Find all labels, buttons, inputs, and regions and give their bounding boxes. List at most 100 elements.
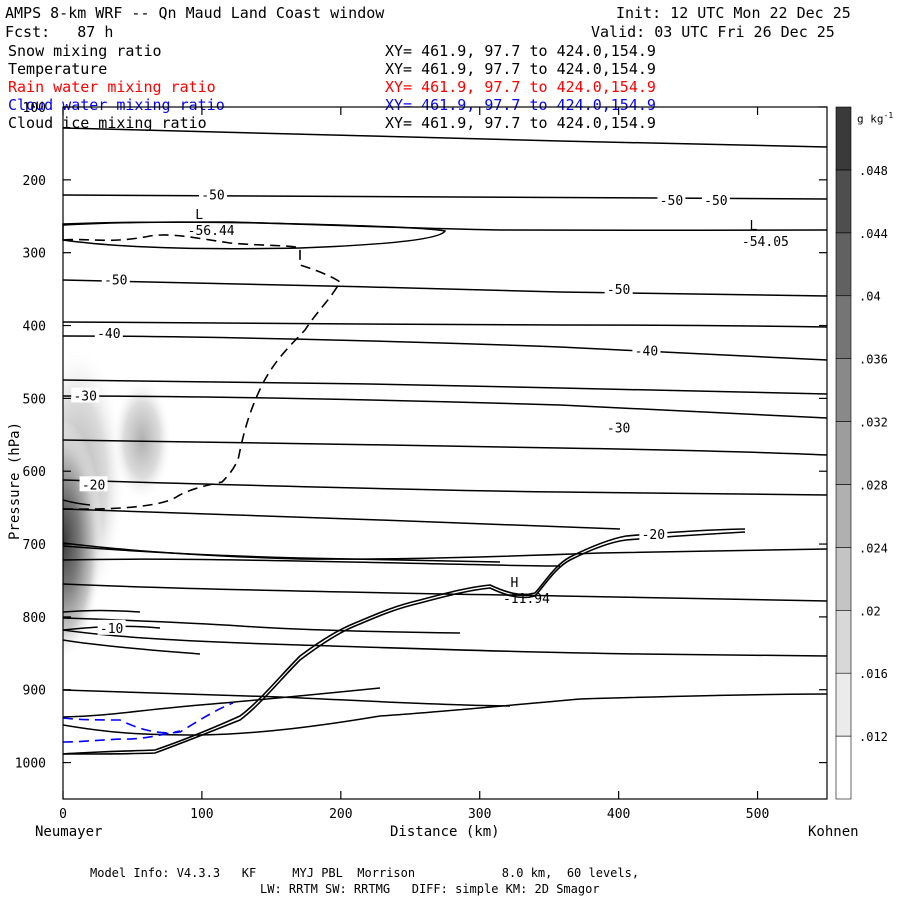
colorbar-unit-exponent: -1 (883, 111, 894, 120)
terrain-outline (62, 528, 746, 755)
extremum-type: L (195, 208, 203, 223)
contour-line (63, 379, 827, 395)
valid-time: Valid: 03 UTC Fri 26 Dec 25 (591, 23, 835, 41)
colorbar-swatch (835, 735, 852, 800)
x-tick-label: 100 (190, 807, 213, 822)
colorbar: .012 .016 .02 .024 .028 .032 .036 .04 .044 .048 (835, 106, 888, 800)
label-mask (101, 271, 130, 287)
colorbar-label: .02 (859, 604, 881, 618)
colorbar-swatch (835, 169, 852, 234)
label-mask (657, 192, 686, 208)
x-axis-right-endpoint: Kohnen (808, 824, 859, 840)
temperature-label: -30 (607, 422, 630, 437)
field-name: Snow mixing ratio (8, 42, 162, 60)
extremum-value: -56.44 (188, 224, 235, 239)
contour-line (63, 693, 827, 736)
x-tick-label: 500 (746, 807, 769, 822)
cloud-ice-contour (62, 234, 342, 510)
colorbar-label: .048 (859, 164, 888, 178)
temperature-label: -50 (607, 283, 630, 298)
colorbar-swatch (835, 295, 852, 359)
x-tick-label: 400 (607, 807, 630, 822)
contour-line (63, 221, 827, 232)
field-name: Cloud ice mixing ratio (8, 114, 207, 132)
field-xy: XY= 461.9, 97.7 to 424.0,154.9 (385, 114, 656, 132)
y-tick-label: 200 (23, 174, 46, 189)
contour-line (63, 194, 827, 200)
colorbar-label: .036 (859, 353, 888, 367)
colorbar-label: .032 (859, 416, 888, 430)
y-tick-label: 300 (23, 247, 46, 262)
temperature-label: -10 (100, 622, 123, 637)
contour-line (63, 583, 827, 602)
contour-line (63, 558, 561, 567)
y-tick-label: 800 (23, 611, 46, 626)
field-name: Temperature (8, 60, 108, 78)
axis-ticks: 0 100 200 300 400 500 100 200 300 400 500 600 700 800… (15, 101, 827, 822)
colorbar-swatch (835, 609, 852, 674)
contour-line (63, 335, 827, 361)
field-xy: XY= 461.9, 97.7 to 424.0,154.9 (385, 78, 656, 96)
x-axis-title: Distance (km) (390, 824, 500, 840)
field-xy: XY= 461.9, 97.7 to 424.0,154.9 (385, 96, 656, 114)
contour-line (63, 479, 827, 496)
temperature-label: -50 (201, 188, 224, 203)
cloud-water-contour (62, 730, 181, 743)
label-mask (604, 419, 633, 435)
x-tick-label: 0 (59, 807, 67, 822)
y-tick-label: 500 (23, 392, 46, 407)
closed-contour-low (62, 221, 447, 250)
forecast-hour: Fcst: 87 h (5, 23, 114, 41)
y-tick-label: 400 (23, 320, 46, 335)
colorbar-label: .024 (859, 541, 888, 555)
temperature-contours (63, 127, 827, 736)
contour-line (63, 639, 201, 655)
y-tick-label: 1000 (15, 757, 46, 772)
extremum-value: -54.05 (742, 235, 789, 250)
colorbar-label: .04 (859, 290, 881, 304)
colorbar-swatch (835, 421, 852, 485)
contour-line (63, 629, 827, 657)
plot-frame (62, 106, 828, 800)
contour-line (63, 439, 827, 456)
temperature-label: -50 (704, 194, 727, 209)
temperature-label: -50 (660, 194, 683, 209)
contour-line (63, 127, 827, 148)
extremum-type: H (511, 576, 519, 591)
colorbar-swatch (835, 547, 852, 611)
init-time: Init: 12 UTC Mon 22 Dec 25 (616, 4, 851, 22)
x-axis-left-endpoint: Neumayer (35, 824, 103, 840)
label-mask (71, 387, 100, 403)
colorbar-label: .044 (859, 227, 888, 241)
contour-line (63, 542, 827, 560)
model-info-line2: LW: RRTM SW: RRTMG DIFF: simple KM: 2D S… (260, 882, 600, 896)
contour-line (63, 321, 827, 328)
temperature-label: -40 (97, 327, 120, 342)
colorbar-label: .028 (859, 478, 888, 492)
cloud-water-contour (62, 702, 234, 734)
y-axis-title: Pressure (hPa) (7, 421, 23, 540)
label-mask (639, 525, 668, 541)
label-mask (97, 619, 126, 635)
field-xy: XY= 461.9, 97.7 to 424.0,154.9 (385, 42, 656, 60)
temperature-label: -20 (82, 478, 105, 493)
y-tick-label: 100 (23, 101, 46, 116)
temperature-label: -30 (73, 389, 96, 404)
extremum-type: L (749, 219, 757, 234)
extremum-value: -11.94 (503, 592, 550, 607)
contour-line (63, 687, 381, 718)
label-mask (604, 281, 633, 297)
temperature-label: -50 (104, 274, 127, 289)
contour-line (63, 279, 827, 297)
colorbar-unit: g kg-1 (857, 108, 893, 127)
label-mask (199, 186, 228, 202)
field-name: Rain water mixing ratio (8, 78, 216, 96)
colorbar-label: .016 (859, 667, 888, 681)
x-tick-label: 300 (468, 807, 491, 822)
contour-line (63, 499, 91, 506)
colorbar-label: .012 (859, 730, 888, 744)
colorbar-swatch (835, 358, 852, 422)
extrema-labels: L-56.44 L-54.05H-11.94 (188, 208, 789, 607)
colorbar-swatch (835, 672, 852, 737)
temperature-labels: -50 -50 -50 -50 -50 -40 -40 -30 -30 -20 -20 -10 (71, 186, 730, 637)
